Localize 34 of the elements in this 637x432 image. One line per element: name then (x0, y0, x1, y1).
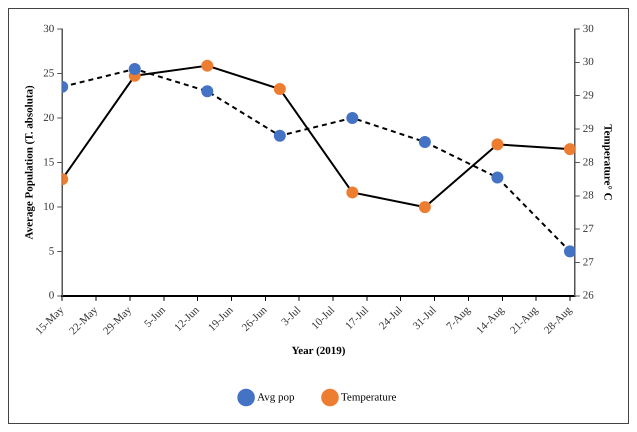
y2-tick-label: 28 (582, 156, 594, 168)
point (346, 112, 358, 124)
y2-tick-label: 29 (582, 122, 594, 135)
y-tick-label: 20 (43, 112, 55, 124)
point (274, 130, 286, 142)
point (201, 60, 214, 72)
y2-tick-label: 30 (582, 56, 594, 68)
legend-label: Avg pop (257, 391, 295, 404)
y2-tick-label: 26 (582, 290, 594, 302)
y2-tick-label: 27 (582, 256, 594, 268)
y-tick-label: 5 (48, 245, 55, 258)
y2-tick-label: 30 (582, 22, 594, 35)
point (491, 172, 504, 184)
point (564, 143, 575, 156)
y2-tick-label: 28 (582, 190, 594, 202)
point (201, 85, 214, 98)
y-tick-label: 15 (43, 156, 55, 168)
y-tick-label: 10 (43, 200, 55, 213)
y-tick-label: 0 (48, 290, 55, 302)
x-axis-title: Year (2019) (292, 345, 346, 358)
point (274, 83, 286, 96)
point (346, 186, 358, 198)
point (418, 136, 431, 148)
y2-axis-title: Temperature° C (602, 124, 614, 201)
legend-label: Temperature (340, 391, 397, 404)
y-axis-title: Average Population (T. absoluta) (23, 84, 36, 240)
point (564, 245, 575, 258)
y-tick-label: 25 (43, 67, 55, 80)
point (491, 138, 504, 150)
point (418, 201, 431, 214)
point (128, 63, 141, 76)
y2-tick-label: 29 (582, 90, 594, 102)
y2-tick-label: 27 (582, 223, 594, 236)
y-tick-label: 30 (43, 22, 55, 35)
